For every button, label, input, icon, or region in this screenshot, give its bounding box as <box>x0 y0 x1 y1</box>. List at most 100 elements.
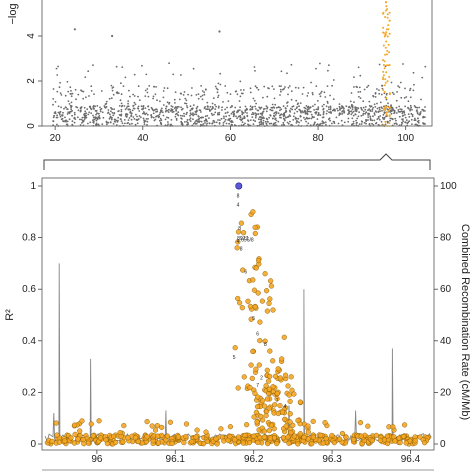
manhattan-point <box>214 108 217 110</box>
manhattan-point <box>155 86 158 88</box>
manhattan-highlight-point <box>384 46 387 49</box>
manhattan-point <box>168 62 171 65</box>
manhattan-point <box>220 117 223 120</box>
manhattan-point <box>137 95 139 98</box>
snp-point <box>144 419 150 425</box>
snp-point <box>422 440 428 446</box>
manhattan-point <box>252 113 255 116</box>
manhattan-point <box>390 112 393 115</box>
manhattan-point <box>124 115 127 117</box>
manhattan-point <box>52 124 54 127</box>
manhattan-point <box>345 105 348 108</box>
manhattan-point <box>407 107 410 110</box>
manhattan-point <box>99 110 102 113</box>
manhattan-point <box>87 122 89 125</box>
manhattan-point <box>409 109 411 112</box>
manhattan-point <box>208 117 210 119</box>
manhattan-point <box>172 73 175 76</box>
manhattan-point <box>369 109 372 112</box>
snp-point <box>53 420 59 426</box>
manhattan-point <box>154 109 156 111</box>
snp-point <box>384 433 391 439</box>
manhattan-point <box>270 106 273 109</box>
manhattan-point <box>365 111 368 114</box>
manhattan-point <box>342 109 345 112</box>
snp-point <box>412 438 418 444</box>
manhattan-point <box>224 108 227 111</box>
manhattan-point <box>171 108 174 111</box>
manhattan-highlight-point <box>384 78 387 81</box>
manhattan-point <box>77 93 80 96</box>
manhattan-point <box>193 121 196 124</box>
manhattan-point <box>73 28 76 31</box>
manhattan-point <box>224 85 227 87</box>
manhattan-point <box>186 111 188 114</box>
manhattan-point <box>289 107 292 110</box>
manhattan-point <box>217 119 219 121</box>
manhattan-point <box>402 114 405 117</box>
manhattan-point <box>377 110 380 113</box>
manhattan-point <box>189 117 192 119</box>
manhattan-point <box>156 110 159 113</box>
manhattan-point <box>178 98 181 101</box>
manhattan-point <box>379 110 381 113</box>
snp-point <box>232 345 238 351</box>
manhattan-point <box>367 116 370 118</box>
manhattan-point <box>197 97 200 100</box>
manhattan-point <box>144 89 147 92</box>
manhattan-point <box>71 123 74 126</box>
snp-point <box>235 295 241 302</box>
manhattan-point <box>259 112 262 115</box>
manhattan-point <box>376 102 378 105</box>
manhattan-point <box>288 85 291 87</box>
manhattan-point <box>167 123 170 125</box>
manhattan-point <box>118 114 121 116</box>
snp-point <box>268 422 275 428</box>
snp-point <box>249 375 255 382</box>
manhattan-point <box>55 116 58 119</box>
manhattan-point <box>314 103 316 106</box>
manhattan-point <box>99 106 101 109</box>
manhattan-point <box>414 119 417 122</box>
manhattan-point <box>341 105 344 108</box>
manhattan-point <box>306 110 309 113</box>
snp-point <box>275 410 281 417</box>
snp-point <box>68 435 74 441</box>
manhattan-point <box>59 92 62 94</box>
manhattan-point <box>90 112 93 114</box>
manhattan-point <box>147 105 150 107</box>
manhattan-point <box>381 87 384 90</box>
manhattan-point <box>159 117 162 120</box>
manhattan-point <box>258 121 261 124</box>
manhattan-highlight-point <box>382 89 385 92</box>
manhattan-point <box>175 109 178 112</box>
manhattan-highlight-point <box>384 33 387 36</box>
snp-label: 4 <box>237 203 240 209</box>
manhattan-point <box>317 108 319 111</box>
snp-point <box>331 440 338 446</box>
manhattan-point <box>365 119 368 122</box>
manhattan-point <box>158 119 161 122</box>
manhattan-point <box>398 105 401 108</box>
manhattan-point <box>230 123 233 126</box>
snp-point <box>270 384 276 390</box>
manhattan-point <box>89 107 92 110</box>
manhattan-point <box>373 119 376 122</box>
snp-point <box>121 423 127 429</box>
manhattan-point <box>403 110 405 113</box>
manhattan-point <box>62 111 64 114</box>
manhattan-point <box>395 106 398 109</box>
manhattan-point <box>253 99 256 102</box>
manhattan-point <box>57 105 60 108</box>
manhattan-point <box>389 111 392 113</box>
snp-point <box>320 440 326 446</box>
manhattan-point <box>300 119 303 122</box>
manhattan-point <box>274 111 277 114</box>
snp-point <box>235 239 241 245</box>
manhattan-point <box>371 119 374 122</box>
manhattan-point <box>393 112 395 115</box>
manhattan-point <box>395 112 398 114</box>
manhattan-point <box>279 114 281 117</box>
manhattan-point <box>416 109 418 112</box>
manhattan-highlight-point <box>384 16 387 18</box>
